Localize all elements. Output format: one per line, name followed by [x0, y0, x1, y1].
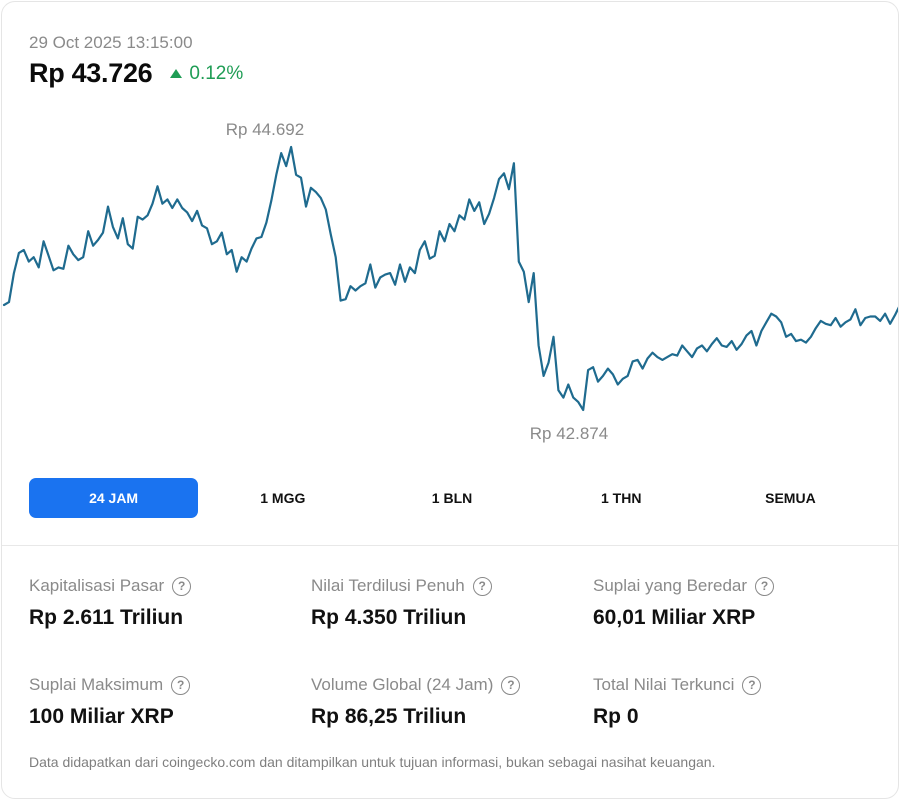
stat-label: Kapitalisasi Pasar: [29, 576, 165, 595]
question-circle-icon[interactable]: ?: [501, 675, 521, 695]
current-price: Rp 43.726: [29, 58, 153, 88]
tab-1-bln[interactable]: 1 BLN: [431, 490, 473, 506]
market-stats-grid: Kapitalisasi Pasar ? Rp 2.611 Triliun Ni…: [29, 573, 875, 729]
stat-label: Suplai Maksimum: [29, 675, 164, 694]
stat-label: Suplai yang Beredar: [593, 576, 748, 595]
stat-market-cap: Kapitalisasi Pasar ? Rp 2.611 Triliun: [29, 573, 311, 630]
data-source-disclaimer: Data didapatkan dari coingecko.com dan d…: [29, 754, 716, 770]
tab-1-thn[interactable]: 1 THN: [600, 490, 642, 506]
question-circle-icon[interactable]: ?: [755, 576, 775, 596]
stat-value: Rp 4.350 Triliun: [311, 606, 467, 629]
question-circle-icon[interactable]: ?: [171, 675, 191, 695]
max-price-label: Rp 44.692: [226, 120, 304, 139]
triangle-up-icon: [170, 69, 183, 78]
question-circle-icon[interactable]: ?: [172, 576, 192, 596]
stat-value: Rp 86,25 Triliun: [311, 705, 467, 728]
stat-value: 60,01 Miliar XRP: [593, 606, 756, 629]
price-line-chart[interactable]: Rp 44.692 Rp 42.874: [2, 107, 899, 452]
stat-label: Volume Global (24 Jam): [311, 675, 494, 694]
stat-label: Nilai Terdilusi Penuh: [311, 576, 465, 595]
stat-fully-diluted-value: Nilai Terdilusi Penuh ? Rp 4.350 Triliun: [311, 573, 593, 630]
price-change-percent: 0.12%: [189, 62, 244, 84]
section-divider: [2, 545, 898, 546]
stat-circulating-supply: Suplai yang Beredar ? 60,01 Miliar XRP: [593, 573, 875, 630]
price-series-line: [2, 145, 898, 412]
stat-global-volume: Volume Global (24 Jam) ? Rp 86,25 Triliu…: [311, 672, 593, 729]
question-circle-icon[interactable]: ?: [472, 576, 492, 596]
stat-total-value-locked: Total Nilai Terkunci ? Rp 0: [593, 672, 875, 729]
stat-label: Total Nilai Terkunci: [593, 675, 735, 694]
question-circle-icon[interactable]: ?: [742, 675, 762, 695]
tab-1-mgg[interactable]: 1 MGG: [260, 490, 306, 506]
time-range-tabs: 24 JAM 1 MGG 1 BLN 1 THN SEMUA: [29, 478, 875, 518]
stat-value: 100 Miliar XRP: [29, 705, 174, 728]
tab-24-jam[interactable]: 24 JAM: [29, 478, 199, 518]
price-timestamp: 29 Oct 2025 13:15:00: [29, 33, 193, 52]
price-row: Rp 43.726 0.12%: [29, 58, 243, 89]
stat-value: Rp 2.611 Triliun: [29, 606, 184, 629]
stat-value: Rp 0: [593, 705, 639, 728]
price-change: 0.12%: [170, 63, 243, 85]
min-price-label: Rp 42.874: [530, 424, 608, 443]
stat-max-supply: Suplai Maksimum ? 100 Miliar XRP: [29, 672, 311, 729]
tab-semua[interactable]: SEMUA: [765, 490, 816, 506]
